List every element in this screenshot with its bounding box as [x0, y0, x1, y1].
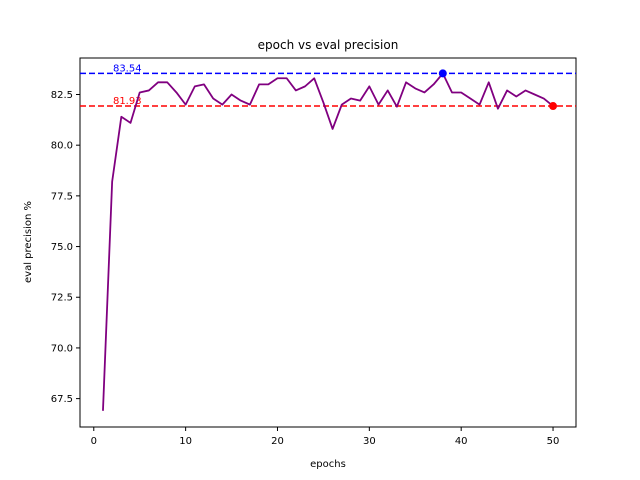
x-axis-label: epochs	[310, 459, 346, 470]
x-tick-label: 40	[455, 436, 468, 447]
y-tick-label: 82.5	[51, 90, 73, 101]
reference-line-label: 83.54	[113, 63, 142, 74]
x-tick-label: 50	[547, 436, 560, 447]
y-axis-ticks: 67.5 70.0 72.5 75.0 77.5 80.0 82.5	[51, 90, 80, 405]
data-point-marker	[438, 69, 447, 78]
plot-area: 83.54 81.93	[79, 57, 577, 428]
y-tick-label: 80.0	[51, 141, 73, 152]
marker-layer	[438, 69, 558, 111]
y-tick-label: 75.0	[51, 242, 73, 253]
series-layer	[102, 72, 554, 411]
x-tick-label: 0	[91, 436, 97, 447]
y-axis-label: eval precision %	[23, 201, 34, 283]
x-tick-label: 20	[271, 436, 284, 447]
reference-labels: 83.54 81.93	[113, 63, 142, 107]
y-tick-label: 70.0	[51, 343, 73, 354]
y-tick-label: 77.5	[51, 191, 73, 202]
y-tick-label: 67.5	[51, 394, 73, 405]
x-axis-ticks: 0 10 20 30 40 50	[91, 427, 560, 447]
x-tick-label: 30	[363, 436, 376, 447]
chart-title: epoch vs eval precision	[258, 38, 399, 52]
reference-line-label: 81.93	[113, 96, 142, 107]
plot-frame	[79, 57, 577, 428]
data-point-marker	[549, 102, 558, 111]
series-line	[102, 72, 554, 411]
x-tick-label: 10	[179, 436, 192, 447]
reference-lines	[80, 72, 576, 107]
y-tick-label: 72.5	[51, 293, 73, 304]
